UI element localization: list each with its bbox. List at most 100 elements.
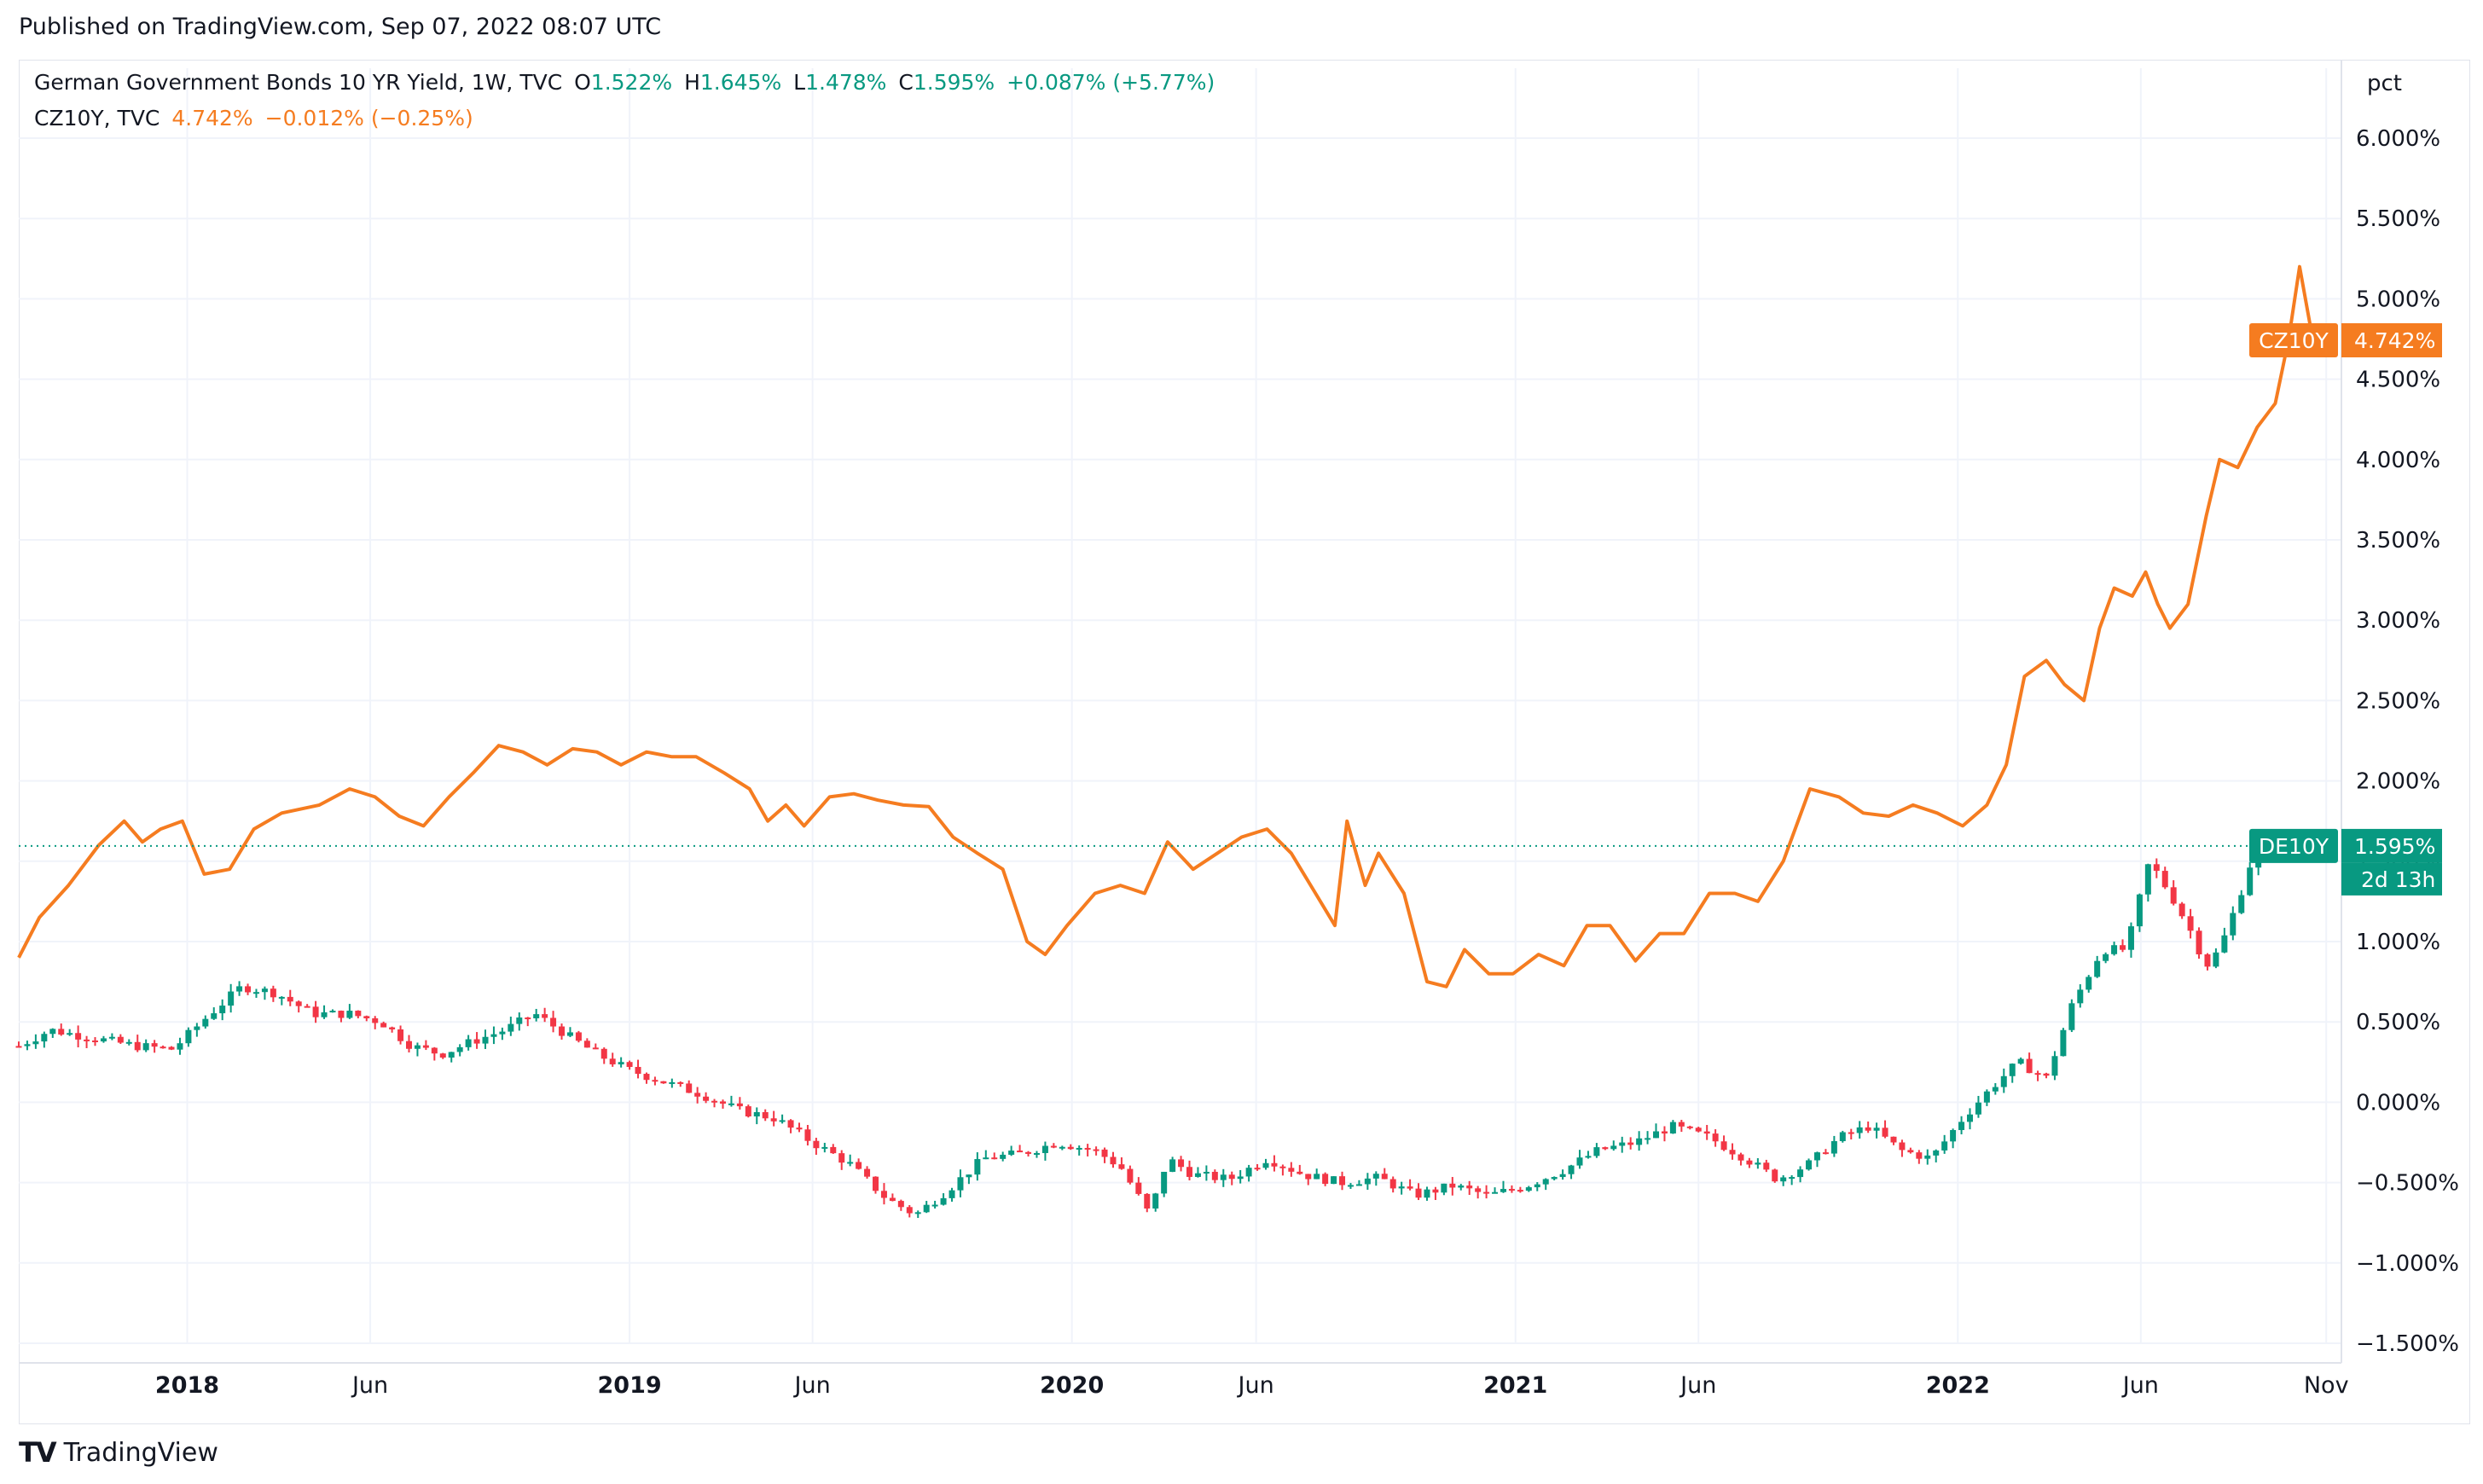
candle-body	[542, 1014, 548, 1018]
candle-body	[2187, 916, 2194, 931]
de10y-candle	[1941, 1134, 1948, 1154]
de10y-candle	[1084, 1144, 1091, 1156]
de10y-candle	[1653, 1123, 1660, 1139]
de10y-candle	[2094, 955, 2101, 978]
de10y-badge-countdown-bg	[2341, 862, 2442, 896]
candle-body	[295, 1001, 302, 1006]
y-tick-label: 6.000%	[2356, 126, 2440, 152]
candle-body	[1381, 1174, 1388, 1180]
candle-body	[2086, 977, 2092, 990]
candle-body	[575, 1032, 582, 1041]
candle-body	[923, 1204, 930, 1213]
de10y-candle	[1492, 1187, 1499, 1194]
candle-body	[1933, 1150, 1940, 1156]
candle-body	[838, 1153, 845, 1163]
de10y-candle	[856, 1158, 862, 1170]
candle-body	[2077, 989, 2084, 1004]
de10y-candle	[2230, 906, 2236, 941]
candle-body	[1262, 1162, 1269, 1168]
candle-body	[753, 1111, 760, 1117]
de10y-candle	[1517, 1186, 1523, 1193]
candle-body	[1619, 1142, 1626, 1146]
candle-body	[1695, 1127, 1702, 1132]
candle-body	[1602, 1147, 1609, 1150]
candle-body	[448, 1052, 455, 1058]
candle-body	[1593, 1147, 1600, 1156]
candle-body	[1542, 1179, 1549, 1185]
de10y-candle	[940, 1193, 947, 1206]
candle-body	[24, 1044, 31, 1046]
y-tick-label: 2.500%	[2356, 688, 2440, 714]
candle-body	[41, 1034, 48, 1042]
x-tick-label: Jun	[1237, 1372, 1274, 1399]
de10y-candle	[2247, 861, 2254, 896]
candle-body	[821, 1146, 828, 1149]
x-tick-label: Jun	[351, 1372, 388, 1399]
de10y-candle	[957, 1169, 964, 1197]
candle-body	[236, 986, 243, 992]
de10y-candle	[609, 1052, 616, 1067]
de10y-candle	[1398, 1181, 1405, 1195]
candle-body	[1076, 1147, 1082, 1150]
candle-body	[346, 1011, 353, 1018]
de10y-candle	[2127, 922, 2134, 958]
de10y-candle	[864, 1166, 871, 1179]
candle-body	[813, 1140, 820, 1149]
de10y-candle	[1211, 1169, 1218, 1184]
de10y-candle	[1347, 1183, 1354, 1189]
de10y-candle	[1297, 1164, 1303, 1175]
candle-body	[1364, 1178, 1371, 1185]
de10y-candle	[2026, 1052, 2033, 1074]
tradingview-brand-text: TradingView	[63, 1437, 218, 1468]
candle-body	[1789, 1177, 1796, 1180]
de10y-candle	[355, 1010, 362, 1019]
de10y-candle	[1466, 1180, 1473, 1196]
candle-body	[1627, 1142, 1634, 1145]
candle-body	[1966, 1114, 1973, 1122]
legend-de10y[interactable]: German Government Bonds 10 YR Yield, 1W,…	[34, 70, 1220, 95]
de10y-candle	[728, 1095, 734, 1107]
candle-body	[1314, 1174, 1320, 1180]
de10y-candle	[15, 1041, 22, 1048]
candle-body	[1237, 1176, 1244, 1180]
de10y-candle	[966, 1174, 972, 1185]
candle-body	[533, 1014, 540, 1018]
de10y-candle	[1746, 1157, 1753, 1168]
de10y-candle	[736, 1097, 743, 1110]
de10y-candle	[295, 1000, 302, 1013]
de10y-candle	[1534, 1182, 1540, 1191]
de10y-candle	[372, 1016, 379, 1029]
candle-body	[804, 1129, 811, 1141]
de10y-candle	[804, 1125, 811, 1146]
de10y-candle	[228, 983, 235, 1013]
y-tick-label: 1.000%	[2356, 930, 2440, 955]
de10y-candle	[711, 1099, 718, 1108]
y-tick-label: −1.000%	[2356, 1251, 2459, 1277]
tradingview-logo[interactable]: TV TradingView	[19, 1436, 218, 1469]
de10y-candle	[583, 1038, 590, 1048]
de10y-candle	[635, 1059, 641, 1079]
candle-body	[2161, 871, 2168, 888]
candle-body	[1000, 1154, 1007, 1159]
de10y-badge-label: DE10Y	[2259, 834, 2329, 859]
legend-cz10y-value: 4.742%	[171, 106, 253, 130]
candle-body	[880, 1191, 887, 1198]
de10y-candle	[1381, 1168, 1388, 1180]
candle-body	[1856, 1127, 1863, 1133]
de10y-candle	[1424, 1186, 1430, 1201]
de10y-candle	[380, 1021, 387, 1028]
de10y-candle	[1720, 1135, 1727, 1151]
de10y-candle	[1322, 1172, 1329, 1186]
y-tick-label: 4.000%	[2356, 448, 2440, 473]
de10y-candle	[1813, 1151, 1820, 1168]
y-tick-label: 3.500%	[2356, 528, 2440, 554]
de10y-candle	[1076, 1145, 1082, 1156]
de10y-candle	[1169, 1156, 1176, 1173]
candle-body	[2009, 1064, 2016, 1076]
de10y-candle	[490, 1026, 497, 1045]
de10y-candle	[779, 1114, 786, 1124]
legend-cz10y[interactable]: CZ10Y, TVC 4.742% −0.012% (−0.25%)	[34, 106, 479, 130]
candle-body	[559, 1026, 566, 1036]
de10y-candle	[600, 1047, 607, 1064]
